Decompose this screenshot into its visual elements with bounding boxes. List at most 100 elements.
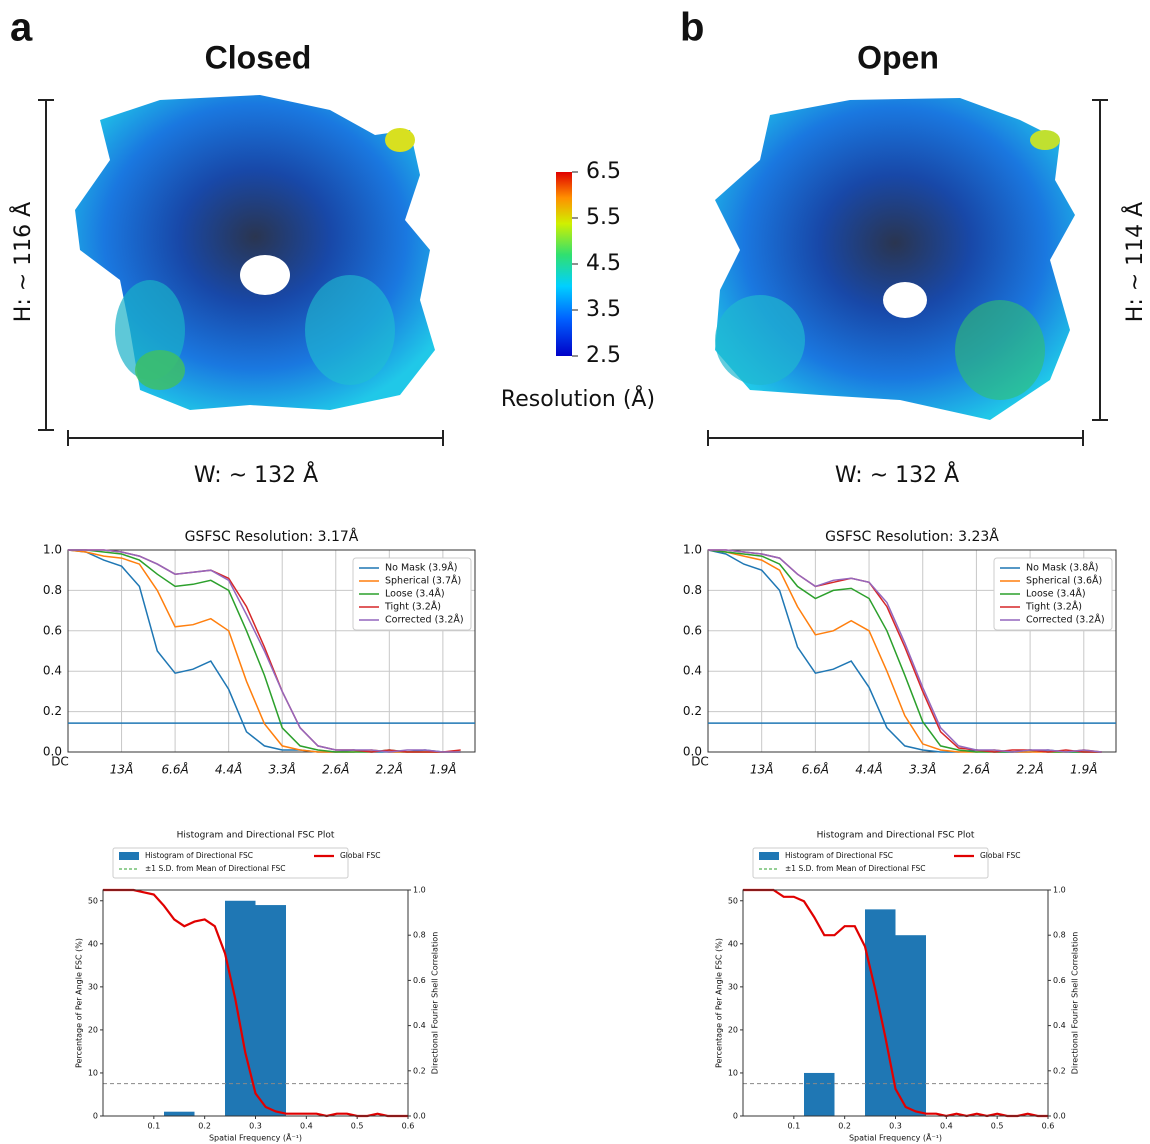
legend-label: Loose (3.4Å) bbox=[1026, 588, 1086, 600]
legend-label: No Mask (3.9Å) bbox=[385, 562, 457, 574]
chart-title: Histogram and Directional FSC Plot bbox=[177, 831, 335, 841]
y2-tick-label: 0.6 bbox=[413, 976, 426, 985]
y-tick-label: 1.0 bbox=[683, 543, 702, 557]
legend-label: No Mask (3.8Å) bbox=[1026, 562, 1098, 574]
height-label: H: ~ 116 Å bbox=[9, 202, 36, 322]
y2-tick-label: 1.0 bbox=[413, 886, 426, 895]
figure: a Closed H: ~ 116 Å W: ~ 132 Å b Open H:… bbox=[0, 0, 1150, 1144]
chart-title: Histogram and Directional FSC Plot bbox=[817, 831, 975, 841]
x-tick-label: 4.4Å bbox=[215, 762, 242, 777]
chart-title: GSFSC Resolution: 3.17Å bbox=[185, 528, 359, 545]
histogram-bar bbox=[896, 935, 927, 1116]
y-tick-label: 20 bbox=[88, 1025, 98, 1034]
density-map bbox=[75, 95, 435, 410]
colorbar-tick-label: 4.5 bbox=[586, 251, 621, 276]
y-tick-label: 1.0 bbox=[43, 543, 62, 557]
legend-label: Histogram of Directional FSC bbox=[785, 851, 893, 860]
x-tick-label: 13Å bbox=[750, 762, 773, 777]
y2-tick-label: 0.8 bbox=[1053, 931, 1066, 940]
width-label: W: ~ 132 Å bbox=[194, 461, 318, 488]
histogram-bar bbox=[256, 905, 287, 1116]
x-tick-label: 6.6Å bbox=[802, 762, 829, 777]
x-tick-label: 0.2 bbox=[838, 1122, 851, 1131]
legend-label: Global FSC bbox=[340, 851, 381, 860]
y2-tick-label: 0.2 bbox=[413, 1066, 426, 1075]
x-tick-label: 0.6 bbox=[1042, 1122, 1055, 1131]
panel-title: Open bbox=[857, 39, 939, 75]
legend-label: Tight (3.2Å) bbox=[1025, 601, 1082, 613]
y2-axis-label: Directional Fourier Shell Correlation bbox=[1071, 932, 1080, 1075]
x-tick-label: 1.9Å bbox=[1070, 762, 1097, 777]
density-map bbox=[715, 98, 1075, 420]
x-tick-label: 0.2 bbox=[198, 1122, 211, 1131]
x-tick-label: 6.6Å bbox=[161, 762, 188, 777]
y-axis-label: Percentage of Per Angle FSC (%) bbox=[715, 938, 724, 1068]
legend-label: Spherical (3.7Å) bbox=[385, 575, 461, 587]
histogram-bar bbox=[804, 1073, 835, 1116]
x-tick-label: 2.2Å bbox=[1016, 762, 1043, 777]
y2-axis-label: Directional Fourier Shell Correlation bbox=[431, 932, 440, 1075]
legend-label: ±1 S.D. from Mean of Directional FSC bbox=[785, 864, 926, 873]
y-tick-label: 0.6 bbox=[43, 623, 62, 637]
y-tick-label: 0.8 bbox=[683, 583, 702, 597]
x-tick-label: 0.5 bbox=[351, 1122, 364, 1131]
y-tick-label: 0.4 bbox=[683, 664, 702, 678]
y2-tick-label: 0.8 bbox=[413, 931, 426, 940]
x-tick-label: 0.6 bbox=[402, 1122, 415, 1131]
x-tick-label: 0.3 bbox=[249, 1122, 262, 1131]
legend-label: Global FSC bbox=[980, 851, 1021, 860]
width-label: W: ~ 132 Å bbox=[835, 461, 959, 488]
x-tick-label: 2.6Å bbox=[322, 762, 349, 777]
y-tick-label: 0.8 bbox=[43, 583, 62, 597]
y-tick-label: 0 bbox=[93, 1112, 98, 1121]
y-tick-label: 40 bbox=[88, 939, 98, 948]
y-tick-label: 0.4 bbox=[43, 664, 62, 678]
x-tick-label: 4.4Å bbox=[855, 762, 882, 777]
x-tick-label: 0.1 bbox=[147, 1122, 160, 1131]
legend-swatch bbox=[119, 852, 139, 860]
y2-tick-label: 1.0 bbox=[1053, 886, 1066, 895]
x-tick-label: DC bbox=[51, 755, 69, 769]
x-tick-label: 3.3Å bbox=[269, 762, 296, 777]
x-tick-label: 3.3Å bbox=[909, 762, 936, 777]
colorbar-tick-label: 2.5 bbox=[586, 343, 621, 368]
legend-label: Tight (3.2Å) bbox=[384, 601, 441, 613]
y-tick-label: 50 bbox=[728, 896, 738, 905]
y-axis-label: Percentage of Per Angle FSC (%) bbox=[75, 938, 84, 1068]
x-tick-label: 2.6Å bbox=[963, 762, 990, 777]
chart-title: GSFSC Resolution: 3.23Å bbox=[825, 528, 999, 545]
x-tick-label: 0.1 bbox=[787, 1122, 800, 1131]
x-tick-label: 1.9Å bbox=[429, 762, 456, 777]
x-tick-label: 13Å bbox=[110, 762, 133, 777]
y2-tick-label: 0.2 bbox=[1053, 1066, 1066, 1075]
y-tick-label: 0.2 bbox=[683, 704, 702, 718]
y2-tick-label: 0.0 bbox=[413, 1112, 426, 1121]
y2-tick-label: 0.4 bbox=[413, 1021, 426, 1030]
x-tick-label: 0.4 bbox=[940, 1122, 953, 1131]
panel-letter: b bbox=[680, 6, 704, 50]
y2-tick-label: 0.4 bbox=[1053, 1021, 1066, 1030]
y-tick-label: 0.2 bbox=[43, 704, 62, 718]
y-tick-label: 10 bbox=[728, 1068, 738, 1077]
y-tick-label: 50 bbox=[88, 896, 98, 905]
x-axis-label: Spatial Frequency (Å⁻¹) bbox=[849, 1132, 942, 1143]
colorbar-tick-label: 5.5 bbox=[586, 205, 621, 230]
y2-tick-label: 0.6 bbox=[1053, 976, 1066, 985]
y-tick-label: 20 bbox=[728, 1025, 738, 1034]
height-label: H: ~ 114 Å bbox=[1121, 202, 1148, 322]
legend-label: Histogram of Directional FSC bbox=[145, 851, 253, 860]
colorbar-label: Resolution (Å) bbox=[501, 385, 655, 412]
panel-title: Closed bbox=[205, 39, 312, 75]
legend-label: Loose (3.4Å) bbox=[385, 588, 445, 600]
legend-label: Corrected (3.2Å) bbox=[1026, 614, 1105, 626]
colorbar-tick-label: 6.5 bbox=[586, 159, 621, 184]
x-tick-label: 0.4 bbox=[300, 1122, 313, 1131]
y-tick-label: 0.6 bbox=[683, 623, 702, 637]
x-tick-label: 0.3 bbox=[889, 1122, 902, 1131]
y-tick-label: 40 bbox=[728, 939, 738, 948]
legend-label: Corrected (3.2Å) bbox=[385, 614, 464, 626]
y-tick-label: 30 bbox=[88, 982, 98, 991]
y-tick-label: 30 bbox=[728, 982, 738, 991]
legend-label: Spherical (3.6Å) bbox=[1026, 575, 1102, 587]
x-axis-label: Spatial Frequency (Å⁻¹) bbox=[209, 1132, 302, 1143]
